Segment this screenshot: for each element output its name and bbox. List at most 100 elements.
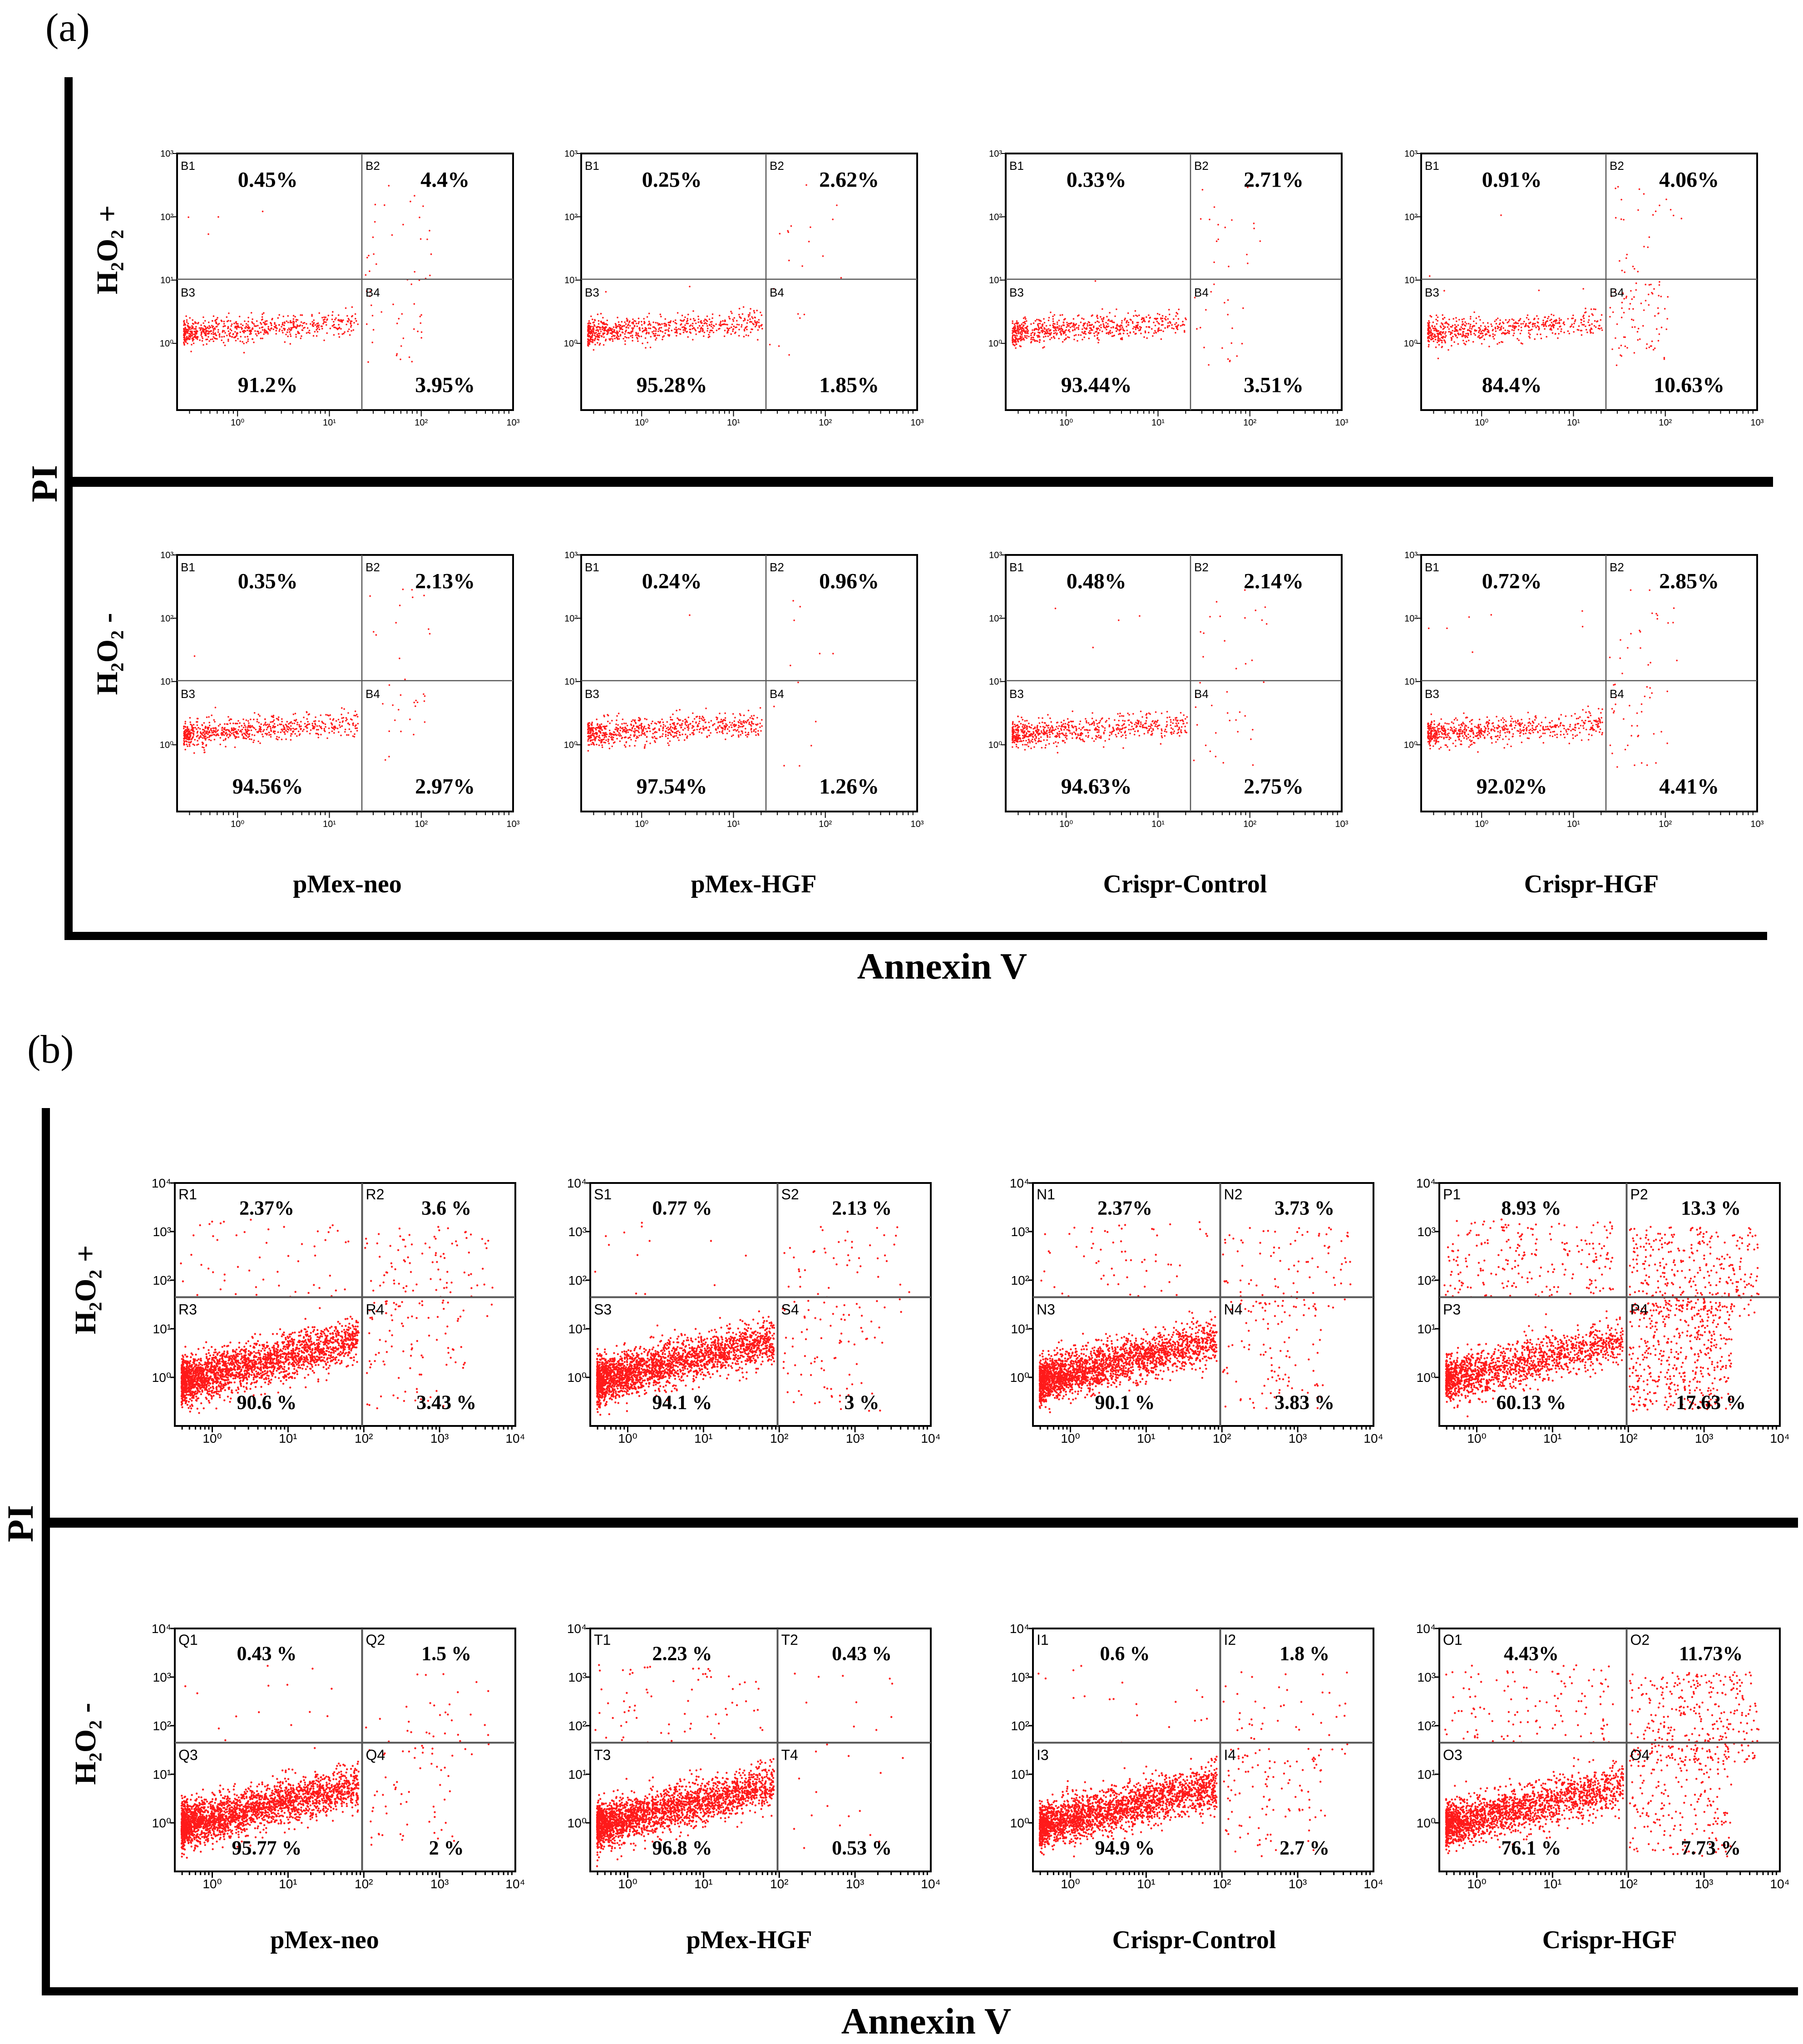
x-tick-label: 10¹ — [727, 819, 740, 829]
event-dot — [185, 315, 187, 317]
event-dot — [352, 723, 354, 724]
event-dot — [686, 725, 687, 727]
event-dot — [262, 327, 264, 328]
event-dot — [1161, 730, 1163, 732]
event-dot — [204, 730, 206, 732]
event-dot — [282, 316, 284, 317]
event-dot — [588, 744, 589, 746]
event-dot — [203, 331, 205, 332]
event-dot — [1438, 344, 1440, 346]
event-dot — [225, 746, 227, 747]
event-dot — [755, 724, 757, 726]
event-dot — [1143, 320, 1145, 322]
event-dot — [208, 730, 210, 732]
event-dot — [832, 653, 834, 655]
event-dot — [1457, 343, 1459, 345]
event-dot — [648, 321, 650, 322]
event-dot — [1585, 326, 1586, 327]
event-dot — [306, 731, 308, 732]
event-dot — [288, 327, 290, 329]
event-dot — [252, 725, 253, 727]
event-dot — [1582, 288, 1584, 290]
event-dot — [599, 737, 601, 739]
event-dot — [337, 328, 339, 330]
event-dot — [659, 730, 661, 732]
event-dot — [249, 738, 251, 740]
event-dot — [1116, 324, 1118, 326]
event-dot — [1046, 325, 1047, 327]
event-dot — [348, 328, 350, 330]
event-dot — [1551, 322, 1553, 324]
event-dot — [1062, 331, 1064, 333]
event-dot — [1092, 712, 1093, 714]
plot-frame — [581, 555, 917, 812]
event-dot — [721, 719, 722, 721]
event-dot — [1045, 336, 1047, 337]
event-dot — [1437, 331, 1439, 332]
plot-frame — [177, 153, 513, 410]
event-dot — [1143, 727, 1145, 728]
event-dot — [1664, 357, 1665, 359]
event-dot — [1068, 724, 1070, 726]
event-dot — [620, 727, 622, 729]
event-dot — [751, 731, 753, 733]
event-dot — [1025, 318, 1027, 320]
event-dot — [605, 340, 607, 341]
event-dot — [266, 729, 268, 731]
event-dot — [592, 326, 594, 328]
event-dot — [684, 739, 686, 741]
event-dot — [297, 332, 299, 334]
event-dot — [743, 336, 745, 337]
event-dot — [1175, 315, 1177, 317]
event-dot — [191, 328, 193, 330]
event-dot — [1476, 317, 1477, 319]
event-dot — [672, 321, 674, 322]
quadrant-percent-ur: 0.96% — [819, 569, 879, 593]
event-dot — [687, 735, 688, 737]
event-dot — [368, 255, 370, 257]
event-dot — [1165, 316, 1167, 318]
event-dot — [738, 335, 740, 337]
event-dot — [677, 312, 679, 314]
event-dot — [420, 316, 421, 317]
event-dot — [274, 323, 276, 325]
event-dot — [331, 724, 333, 726]
event-dot — [197, 735, 199, 737]
x-tick-label: 10² — [1243, 418, 1256, 428]
event-dot — [191, 344, 193, 346]
event-dot — [1055, 332, 1057, 334]
event-dot — [589, 732, 591, 734]
event-dot — [1534, 338, 1536, 340]
event-dot — [256, 325, 257, 327]
plot-a-h2o2-plus-crispr-hgf: B1 B2B3 B40.91% 4.06%84.4% 10.63%10⁰ 10¹ 10² 10… — [1404, 149, 1764, 428]
event-dot — [248, 326, 250, 328]
event-dot — [624, 744, 626, 746]
event-dot — [1479, 337, 1481, 339]
event-dot — [1241, 343, 1243, 345]
event-dot — [788, 260, 790, 262]
event-dot — [1572, 315, 1574, 317]
event-dot — [1466, 341, 1467, 342]
event-dot — [630, 335, 632, 337]
event-dot — [617, 731, 619, 732]
event-dot — [1488, 346, 1490, 347]
event-dot — [708, 735, 710, 737]
event-dot — [722, 732, 724, 734]
event-dot — [189, 722, 191, 723]
event-dot — [1118, 720, 1120, 722]
event-dot — [1224, 640, 1225, 642]
event-dot — [1020, 729, 1022, 731]
event-dot — [1052, 316, 1054, 317]
event-dot — [1137, 327, 1139, 329]
event-dot — [257, 741, 259, 742]
event-dot — [1546, 326, 1547, 327]
event-dot — [735, 327, 736, 328]
event-dot — [1101, 725, 1103, 727]
event-dot — [788, 231, 790, 233]
event-dot — [250, 332, 252, 333]
event-dot — [722, 323, 724, 325]
event-dot — [208, 716, 210, 718]
event-dot — [1013, 334, 1015, 336]
event-dot — [1537, 322, 1539, 324]
event-dot — [207, 336, 209, 338]
